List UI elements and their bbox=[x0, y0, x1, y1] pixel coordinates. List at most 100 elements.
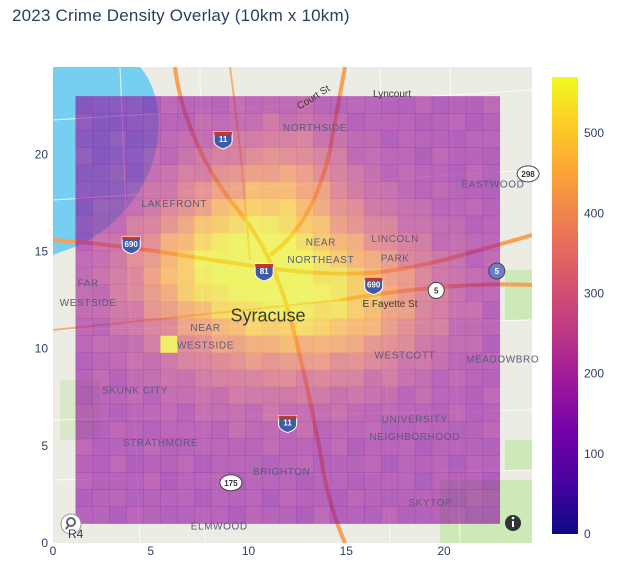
heatmap-cell[interactable] bbox=[363, 489, 382, 507]
heatmap-cell[interactable] bbox=[75, 181, 93, 200]
heatmap-cell[interactable] bbox=[92, 472, 110, 490]
heatmap-cell[interactable] bbox=[380, 267, 399, 285]
heatmap-cell[interactable] bbox=[414, 181, 433, 200]
heatmap-cell[interactable] bbox=[397, 232, 416, 251]
heatmap-cell[interactable] bbox=[177, 181, 195, 200]
heatmap-cell[interactable] bbox=[262, 420, 280, 439]
heatmap-cell[interactable] bbox=[126, 386, 144, 405]
heatmap-cell[interactable] bbox=[194, 113, 212, 131]
heatmap-cell[interactable] bbox=[279, 506, 297, 524]
heatmap-cell[interactable] bbox=[177, 352, 195, 370]
heatmap-cell[interactable] bbox=[245, 489, 263, 507]
heatmap-cell[interactable] bbox=[160, 335, 178, 353]
heatmap-cell[interactable] bbox=[448, 506, 467, 524]
heatmap-cell[interactable] bbox=[126, 181, 144, 200]
heatmap-cell[interactable] bbox=[482, 164, 501, 182]
heatmap-cell[interactable] bbox=[92, 318, 110, 336]
heatmap-cell[interactable] bbox=[160, 164, 178, 182]
heatmap-cell[interactable] bbox=[126, 284, 144, 302]
heatmap-cell[interactable] bbox=[143, 164, 161, 182]
heatmap-cell[interactable] bbox=[431, 198, 450, 217]
heatmap-cell[interactable] bbox=[228, 250, 246, 268]
heatmap-cell[interactable] bbox=[448, 352, 467, 370]
heatmap-cell[interactable] bbox=[347, 130, 365, 148]
heatmap-cell[interactable] bbox=[160, 147, 178, 165]
heatmap-cell[interactable] bbox=[126, 130, 144, 148]
heatmap-cell[interactable] bbox=[313, 489, 331, 507]
heatmap-cell[interactable] bbox=[126, 113, 144, 131]
heatmap-cell[interactable] bbox=[75, 232, 93, 251]
heatmap-cell[interactable] bbox=[211, 181, 229, 200]
heatmap-cell[interactable] bbox=[431, 455, 450, 473]
heatmap-cell[interactable] bbox=[262, 335, 280, 353]
heatmap-cell[interactable] bbox=[380, 181, 399, 200]
heatmap-cell[interactable] bbox=[465, 301, 484, 319]
heatmap-cell[interactable] bbox=[482, 215, 501, 234]
heatmap-cell[interactable] bbox=[143, 96, 161, 114]
heatmap-cell[interactable] bbox=[194, 147, 212, 165]
heatmap-cell[interactable] bbox=[347, 472, 365, 490]
heatmap-cell[interactable] bbox=[397, 267, 416, 285]
heatmap-cell[interactable] bbox=[431, 250, 450, 268]
heatmap-cell[interactable] bbox=[262, 455, 280, 473]
heatmap-cell[interactable] bbox=[347, 455, 365, 473]
heatmap-cell[interactable] bbox=[109, 250, 127, 268]
heatmap-cell[interactable] bbox=[160, 403, 178, 422]
heatmap-cell[interactable] bbox=[126, 369, 144, 388]
heatmap-cell[interactable] bbox=[296, 438, 314, 456]
heatmap-cell[interactable] bbox=[431, 130, 450, 148]
heatmap-cell[interactable] bbox=[109, 455, 127, 473]
heatmap-cell[interactable] bbox=[380, 284, 399, 302]
heatmap-cell[interactable] bbox=[194, 489, 212, 507]
heatmap-cell[interactable] bbox=[296, 369, 314, 388]
heatmap-cell[interactable] bbox=[143, 267, 161, 285]
heatmap-cell[interactable] bbox=[431, 267, 450, 285]
heatmap-cell[interactable] bbox=[143, 403, 161, 422]
heatmap-cell[interactable] bbox=[313, 113, 331, 131]
heatmap-cell[interactable] bbox=[279, 472, 297, 490]
heatmap-cell[interactable] bbox=[160, 318, 178, 336]
heatmap-cell[interactable] bbox=[211, 113, 229, 131]
heatmap-cell[interactable] bbox=[279, 352, 297, 370]
heatmap-cell[interactable] bbox=[177, 335, 195, 353]
heatmap-cell[interactable] bbox=[126, 96, 144, 114]
heatmap-cell[interactable] bbox=[194, 472, 212, 490]
heatmap-cell[interactable] bbox=[143, 250, 161, 268]
heatmap-cell[interactable] bbox=[347, 113, 365, 131]
heatmap-cell[interactable] bbox=[75, 164, 93, 182]
heatmap-cell[interactable] bbox=[109, 113, 127, 131]
heatmap-cell[interactable] bbox=[279, 198, 297, 217]
heatmap-cell[interactable] bbox=[262, 181, 280, 200]
heatmap-cell[interactable] bbox=[211, 369, 229, 388]
heatmap-cell[interactable] bbox=[211, 335, 229, 353]
heatmap-cell[interactable] bbox=[296, 301, 314, 319]
heatmap-cell[interactable] bbox=[347, 250, 365, 268]
info-icon[interactable] bbox=[505, 515, 521, 531]
heatmap-cell[interactable] bbox=[296, 403, 314, 422]
heatmap-cell[interactable] bbox=[330, 284, 348, 302]
heatmap-cell[interactable] bbox=[296, 130, 314, 148]
heatmap-cell[interactable] bbox=[228, 96, 246, 114]
heatmap-cell[interactable] bbox=[177, 130, 195, 148]
heatmap-cell[interactable] bbox=[431, 181, 450, 200]
heatmap-cell[interactable] bbox=[194, 181, 212, 200]
heatmap-cell[interactable] bbox=[313, 335, 331, 353]
heatmap-cell[interactable] bbox=[228, 267, 246, 285]
heatmap-cell[interactable] bbox=[296, 335, 314, 353]
heatmap-cell[interactable] bbox=[194, 403, 212, 422]
heatmap-cell[interactable] bbox=[126, 318, 144, 336]
heatmap-cell[interactable] bbox=[347, 198, 365, 217]
heatmap-cell[interactable] bbox=[363, 506, 382, 524]
heatmap-cell[interactable] bbox=[313, 472, 331, 490]
heatmap-cell[interactable] bbox=[296, 472, 314, 490]
heatmap-cell[interactable] bbox=[313, 232, 331, 251]
heatmap-cell[interactable] bbox=[363, 318, 382, 336]
heatmap-cell[interactable] bbox=[363, 369, 382, 388]
heatmap-cell[interactable] bbox=[262, 352, 280, 370]
heatmap-cell[interactable] bbox=[109, 198, 127, 217]
heatmap-cell[interactable] bbox=[347, 335, 365, 353]
heatmap-cell[interactable] bbox=[448, 130, 467, 148]
heatmap-cell[interactable] bbox=[126, 250, 144, 268]
heatmap-cell[interactable] bbox=[363, 352, 382, 370]
heatmap-cell[interactable] bbox=[296, 455, 314, 473]
